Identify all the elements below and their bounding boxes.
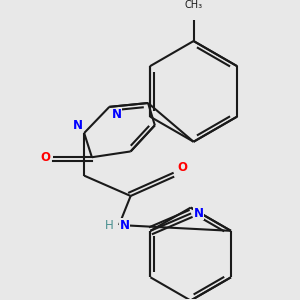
Text: N: N	[73, 118, 83, 132]
Text: O: O	[177, 161, 187, 174]
Text: H: H	[105, 218, 114, 232]
Text: CH₃: CH₃	[184, 0, 202, 10]
Text: O: O	[41, 151, 51, 164]
Text: N: N	[112, 108, 122, 121]
Text: N: N	[194, 207, 203, 220]
Text: N: N	[120, 218, 130, 232]
